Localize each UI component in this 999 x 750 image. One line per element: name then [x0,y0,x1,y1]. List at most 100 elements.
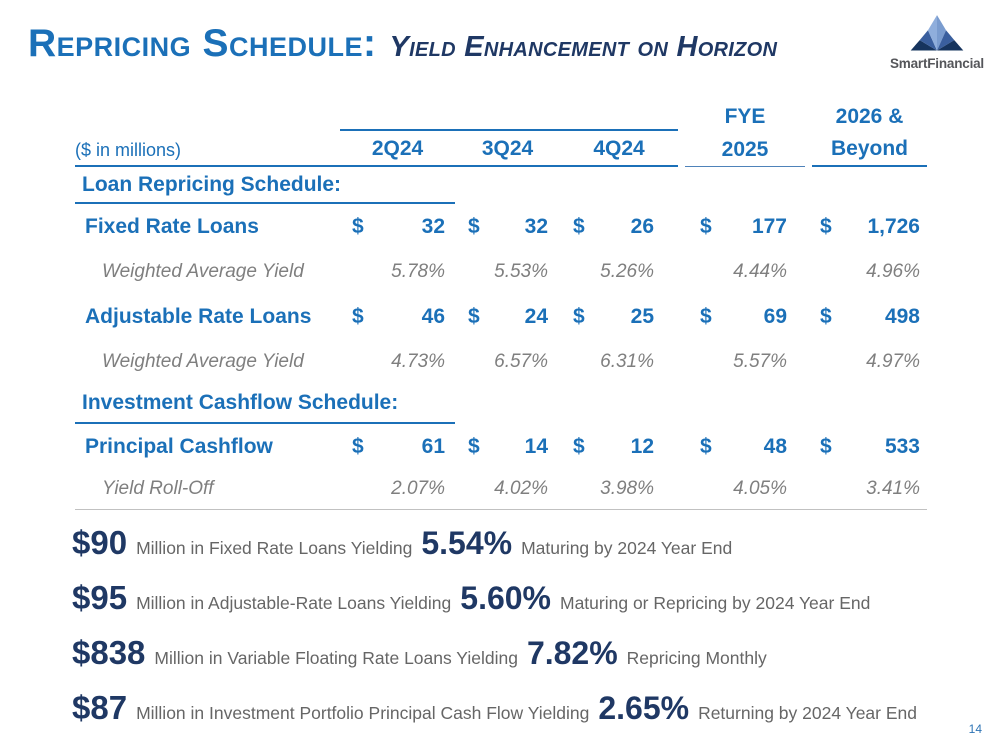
row-label: Fixed Rate Loans [85,214,259,238]
row-yield-roll-off: Yield Roll-Off 2.07% 4.02% 3.98% 4.05% 3… [75,469,927,509]
cell-value: 32 [421,214,445,238]
cell-rolloff-3q24: 4.02% [494,478,548,499]
col-header-beyond-line2: Beyond [812,131,927,167]
highlight-tail: Maturing by 2024 Year End [521,538,733,558]
section-loan-repricing: Loan Repricing Schedule: [75,167,927,204]
spacer [805,294,812,339]
highlight-fixed-rate: $90 Million in Fixed Rate Loans Yielding… [72,524,917,562]
row-fixed-weighted-average-yield: Weighted Average Yield 5.78% 5.53% 5.26%… [75,249,927,294]
col-header-3q24: 3Q24 [455,131,560,167]
col-header-fye-line2: 2025 [685,131,805,167]
highlight-variable-floating: $838 Million in Variable Floating Rate L… [72,634,917,672]
highlight-tail: Returning by 2024 Year End [698,703,917,723]
table-header-row: ($ in millions) 2Q24 3Q24 4Q24 2025 Beyo… [75,131,927,167]
cell-fixed-2q24: $32 [340,204,455,249]
currency-symbol: $ [468,214,480,238]
spacer [805,469,812,509]
currency-symbol: $ [820,304,832,328]
spacer [678,339,685,384]
highlight-amount: $95 [72,579,128,616]
currency-symbol: $ [352,304,364,328]
cell-value: 46 [421,304,445,328]
spacer [678,294,685,339]
cell-value: 48 [763,434,787,458]
currency-symbol: $ [820,434,832,458]
row-label: Weighted Average Yield [102,350,304,372]
highlight-amount: $87 [72,689,128,726]
spacer [678,100,685,131]
highlight-investment-portfolio: $87 Million in Investment Portfolio Prin… [72,689,917,727]
row-fixed-rate-loans: Fixed Rate Loans $32 $32 $26 $177 $1,726 [75,204,927,249]
row-label: Adjustable Rate Loans [85,304,312,328]
cell-value: 14 [524,434,548,458]
col-header-fye-line1: FYE [724,105,766,128]
row-principal-cashflow: Principal Cashflow $61 $14 $12 $48 $533 [75,424,927,469]
table-header-row-top: FYE 2026 & [75,100,927,131]
cell-yield-fye2025: 4.44% [733,260,787,282]
currency-symbol: $ [352,434,364,458]
cell-yield-3q24: 6.57% [494,350,548,372]
title-subtitle: Yield Enhancement on Horizon [389,31,778,63]
cell-principal-fye2025: $48 [685,424,805,469]
cell-value: 533 [884,434,920,458]
spacer [678,469,685,509]
highlight-desc: Million in Fixed Rate Loans Yielding [136,538,413,558]
page-number: 14 [968,722,982,736]
smartfinancial-logo: SmartFinancial [885,12,989,71]
cell-principal-3q24: $14 [455,424,560,469]
units-label: ($ in millions) [75,131,340,167]
row-label: Principal Cashflow [85,434,273,458]
highlight-rate: 2.65% [598,690,690,726]
cell-value: 1,726 [867,214,920,238]
cell-value: 32 [524,214,548,238]
highlight-adjustable-rate: $95 Million in Adjustable-Rate Loans Yie… [72,579,917,617]
highlight-tail: Repricing Monthly [626,648,767,668]
quarters-overline [340,100,678,131]
cell-value: 25 [630,304,654,328]
currency-symbol: $ [700,434,712,458]
cell-rolloff-beyond: 3.41% [866,478,920,499]
cell-fixed-fye2025: $177 [685,204,805,249]
currency-symbol: $ [573,434,585,458]
page-title: Repricing Schedule: Yield Enhancement on… [28,22,777,66]
spacer [678,424,685,469]
title-main: Repricing Schedule: [28,22,377,65]
highlight-desc: Million in Investment Portfolio Principa… [136,703,590,723]
cell-adjustable-2q24: $46 [340,294,455,339]
spacer [805,100,812,131]
cell-yield-2q24: 4.73% [391,350,445,372]
cell-rolloff-fye2025: 4.05% [733,478,787,499]
row-adjustable-weighted-average-yield: Weighted Average Yield 4.73% 6.57% 6.31%… [75,339,927,384]
cell-principal-4q24: $12 [560,424,678,469]
spacer [805,339,812,384]
row-adjustable-rate-loans: Adjustable Rate Loans $46 $24 $25 $69 $4… [75,294,927,339]
cell-yield-beyond: 4.97% [866,350,920,372]
cell-adjustable-beyond: $498 [812,294,927,339]
currency-symbol: $ [468,304,480,328]
highlight-rate: 7.82% [526,635,618,671]
spacer [805,249,812,294]
highlight-desc: Million in Variable Floating Rate Loans … [154,648,518,668]
cell-yield-3q24: 5.53% [494,260,548,282]
spacer [678,204,685,249]
repricing-table: FYE 2026 & ($ in millions) 2Q24 3Q24 4Q2… [75,100,927,510]
col-header-2q24: 2Q24 [340,131,455,167]
cell-fixed-3q24: $32 [455,204,560,249]
logo-text: SmartFinancial [890,56,984,71]
section-label: Investment Cashflow Schedule: [75,384,455,424]
highlight-tail: Maturing or Repricing by 2024 Year End [560,593,871,613]
highlight-rate: 5.54% [421,525,513,561]
currency-symbol: $ [468,434,480,458]
cell-principal-beyond: $533 [812,424,927,469]
row-label: Weighted Average Yield [102,260,304,282]
currency-symbol: $ [700,214,712,238]
currency-symbol: $ [352,214,364,238]
currency-symbol: $ [573,214,585,238]
cell-yield-2q24: 5.78% [391,260,445,282]
cell-yield-fye2025: 5.57% [733,350,787,372]
cell-fixed-beyond: $1,726 [812,204,927,249]
cell-adjustable-4q24: $25 [560,294,678,339]
cell-principal-2q24: $61 [340,424,455,469]
spacer [678,249,685,294]
